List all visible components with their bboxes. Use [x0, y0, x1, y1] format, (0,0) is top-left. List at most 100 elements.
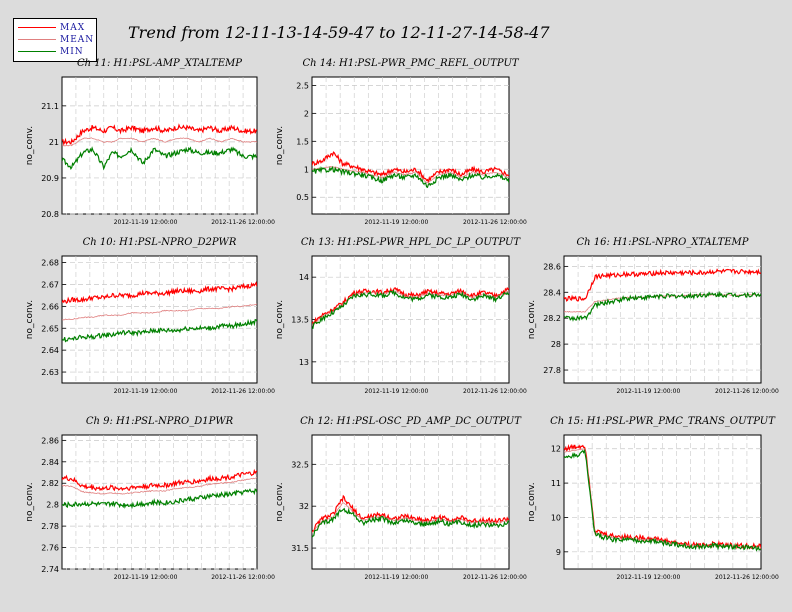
chart-title: Ch 13: H1:PSL-PWR_HPL_DC_LP_OUTPUT [301, 237, 522, 248]
y-tick-label: 13.5 [291, 316, 309, 325]
y-tick-label: 2.67 [41, 280, 59, 289]
x-tick-label: 2012-11-19 12:00:00 [114, 219, 178, 226]
x-tick-label: 2012-11-26 12:00:00 [715, 388, 779, 395]
y-tick-label: 20.8 [41, 210, 59, 219]
x-tick-label: 2012-11-26 12:00:00 [211, 219, 275, 226]
legend-swatch-min [18, 51, 56, 52]
y-tick-label: 2 [304, 109, 309, 118]
y-tick-label: 2.74 [41, 565, 59, 574]
legend-label-mean: MEAN [60, 35, 95, 45]
chart-panel-7: 9 10 11 12 2012-11-19 12:00:00 2012-11-26 12:… [527, 416, 779, 581]
series-line-max [62, 468, 257, 492]
series-line-max [62, 281, 257, 304]
y-tick-label: 28.4 [543, 288, 561, 297]
legend-item-mean: MEAN [14, 34, 96, 46]
y-tick-label: 21 [49, 138, 59, 147]
x-tick-label: 2012-11-19 12:00:00 [365, 219, 429, 226]
chart-title: Ch 11: H1:PSL-AMP_XTALTEMP [77, 58, 242, 69]
chart-panel-0: 20.8 20.9 21 21.1 2012-11-19 12:00:00 2012-11… [25, 58, 275, 226]
y-tick-label: 31.5 [291, 544, 309, 553]
y-tick-label: 28 [551, 340, 561, 349]
chart-panel-1: 0.5 1 1.5 2 2.5 2012-11-19 12:00:00 2012-11-26… [275, 58, 527, 226]
y-axis-label: no_conv. [275, 126, 285, 165]
y-tick-label: 32 [299, 502, 309, 511]
series-line-max [62, 123, 257, 146]
series-line-mean [62, 477, 257, 495]
y-tick-label: 2.66 [41, 302, 59, 311]
x-tick-label: 2012-11-26 12:00:00 [715, 574, 779, 581]
chart-title: Ch 12: H1:PSL-OSC_PD_AMP_DC_OUTPUT [300, 416, 522, 427]
chart-title: Ch 15: H1:PSL-PWR_PMC_TRANS_OUTPUT [550, 416, 776, 427]
x-tick-label: 2012-11-26 12:00:00 [211, 388, 275, 395]
y-tick-label: 11 [551, 479, 561, 488]
y-tick-label: 28.6 [543, 262, 561, 271]
y-tick-label: 28.2 [543, 314, 561, 323]
y-tick-label: 2.64 [41, 346, 59, 355]
y-tick-label: 20.9 [41, 174, 59, 183]
legend-swatch-max [18, 27, 56, 28]
x-tick-label: 2012-11-19 12:00:00 [365, 574, 429, 581]
series-line-mean [62, 303, 257, 321]
y-tick-label: 2.82 [41, 479, 59, 488]
y-axis-label: no_conv. [275, 482, 285, 521]
y-tick-label: 2.8 [46, 501, 59, 510]
y-tick-label: 21.1 [41, 102, 59, 111]
y-tick-label: 14 [299, 273, 309, 282]
y-tick-label: 9 [556, 548, 561, 557]
x-tick-label: 2012-11-19 12:00:00 [617, 574, 681, 581]
y-tick-label: 2.76 [41, 544, 59, 553]
chart-title: Ch 14: H1:PSL-PWR_PMC_REFL_OUTPUT [302, 58, 519, 69]
chart-panel-2: 2.63 2.64 2.65 2.66 2.67 2.68 2012-11-19 12:00… [25, 237, 275, 395]
x-tick-label: 2012-11-26 12:00:00 [463, 219, 527, 226]
chart-title: Ch 9: H1:PSL-NPRO_D1PWR [86, 416, 234, 427]
series-line-min [62, 488, 257, 510]
series-line-min [312, 165, 509, 189]
series-line-mean [312, 502, 509, 534]
y-axis-label: no_conv. [25, 482, 35, 521]
y-tick-label: 13 [299, 358, 309, 367]
legend: MAX MEAN MIN [13, 18, 97, 62]
x-tick-label: 2012-11-26 12:00:00 [463, 574, 527, 581]
y-tick-label: 2.5 [296, 81, 309, 90]
x-tick-label: 2012-11-19 12:00:00 [617, 388, 681, 395]
series-line-min [564, 448, 761, 552]
y-axis-label: no_conv. [527, 300, 537, 339]
y-tick-label: 10 [551, 513, 561, 522]
chart-panel-6: 31.5 32 32.5 2012-11-19 12:00:00 2012-11-26 … [275, 416, 527, 581]
y-tick-label: 2.63 [41, 368, 59, 377]
series-line-max [312, 151, 509, 184]
y-tick-label: 12 [551, 445, 561, 454]
series-line-mean [312, 166, 509, 184]
y-tick-label: 0.5 [296, 193, 309, 202]
legend-item-max: MAX [14, 22, 96, 34]
chart-title: Ch 10: H1:PSL-NPRO_D2PWR [83, 237, 237, 248]
y-tick-label: 1.5 [296, 137, 309, 146]
legend-label-min: MIN [60, 47, 84, 57]
y-tick-label: 27.8 [543, 366, 561, 375]
legend-label-max: MAX [60, 23, 86, 33]
chart-title: Ch 16: H1:PSL-NPRO_XTALTEMP [576, 237, 748, 248]
x-tick-label: 2012-11-19 12:00:00 [114, 574, 178, 581]
chart-panel-3: 13 13.5 14 2012-11-19 12:00:00 2012-11-26 12… [275, 237, 527, 395]
series-line-mean [62, 137, 257, 147]
y-tick-label: 2.84 [41, 458, 59, 467]
y-tick-label: 32.5 [291, 460, 309, 469]
series-line-min [312, 289, 509, 330]
series-line-min [62, 318, 257, 343]
y-axis-label: no_conv. [25, 300, 35, 339]
legend-item-min: MIN [14, 46, 96, 58]
x-tick-label: 2012-11-26 12:00:00 [211, 574, 275, 581]
x-tick-label: 2012-11-26 12:00:00 [463, 388, 527, 395]
y-tick-label: 2.78 [41, 522, 59, 531]
y-tick-label: 1 [304, 165, 309, 174]
series-line-min [564, 290, 761, 322]
series-line-min [312, 507, 509, 538]
legend-swatch-mean [18, 39, 56, 40]
y-axis-label: no_conv. [527, 482, 537, 521]
x-tick-label: 2012-11-19 12:00:00 [114, 388, 178, 395]
series-line-min [62, 146, 257, 171]
y-tick-label: 2.68 [41, 259, 59, 268]
series-line-max [564, 268, 761, 302]
y-axis-label: no_conv. [275, 300, 285, 339]
